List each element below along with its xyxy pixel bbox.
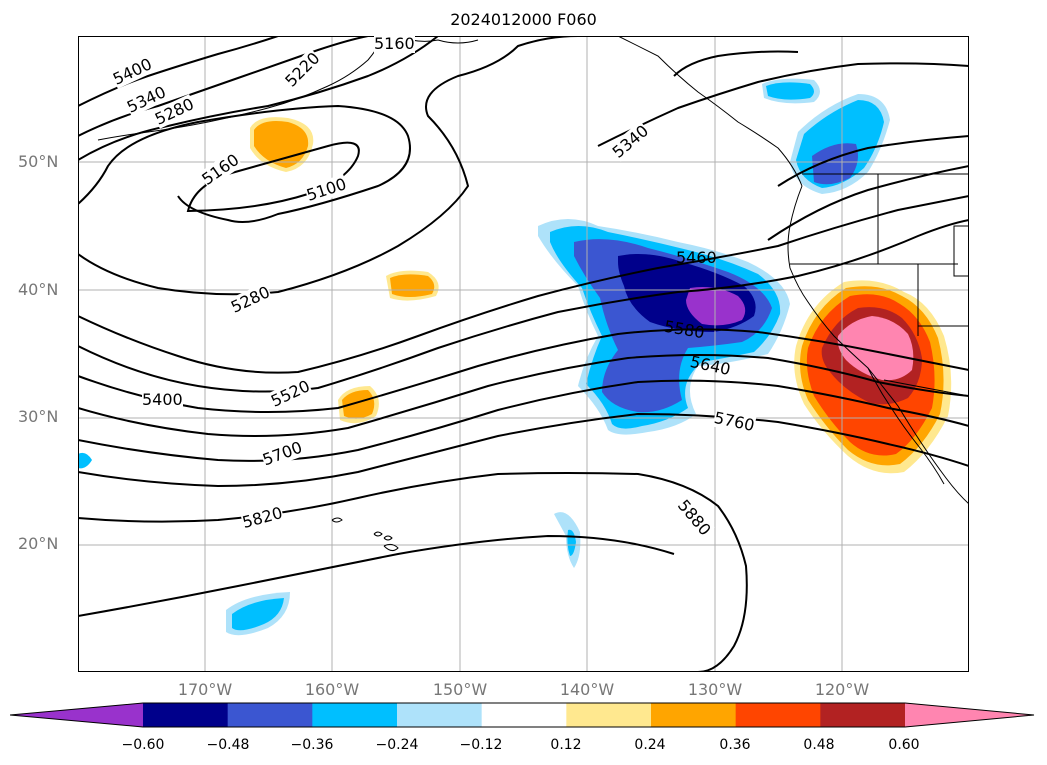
map-panel xyxy=(78,36,969,672)
contour-line xyxy=(78,219,969,393)
colorbar-bin xyxy=(312,703,398,727)
colorbar-tick-label: −0.24 xyxy=(375,737,419,753)
colorbar-bin xyxy=(735,703,821,727)
positive-anomaly-patch xyxy=(837,316,914,381)
lon-label: 150°W xyxy=(432,680,488,699)
colorbar-bin xyxy=(820,703,906,727)
lon-label: 120°W xyxy=(814,680,870,699)
hawaii-island xyxy=(373,531,383,537)
negative-anomaly-patch xyxy=(78,452,92,469)
colorbar-outline xyxy=(10,702,1035,728)
lon-label: 130°W xyxy=(687,680,743,699)
contour-line xyxy=(78,472,748,672)
lon-label: 160°W xyxy=(304,680,360,699)
state-border xyxy=(953,225,969,277)
contour-line xyxy=(78,36,279,107)
colorbar-bin xyxy=(227,703,313,727)
lon-label: 140°W xyxy=(559,680,615,699)
lat-label: 50°N xyxy=(18,152,59,171)
contour-line xyxy=(78,354,969,437)
contour-line xyxy=(78,412,969,488)
contour-label: 5160 xyxy=(374,34,415,53)
positive-anomaly-patch xyxy=(342,390,375,419)
contour-line xyxy=(767,165,969,241)
contour-label: 5400 xyxy=(142,390,183,409)
contour-line xyxy=(78,36,579,296)
graticule xyxy=(78,36,969,672)
colorbar-bin xyxy=(566,703,652,727)
mexico-border xyxy=(883,379,969,397)
contour-line xyxy=(78,104,411,223)
negative-anomaly-patch xyxy=(766,82,814,100)
colorbar-bin xyxy=(651,703,737,727)
contour-line xyxy=(673,50,799,77)
contour-line xyxy=(597,62,969,147)
alaska-coastline xyxy=(617,36,803,187)
alaska-coastline xyxy=(97,36,385,141)
colorbar-tick-label: 0.60 xyxy=(888,737,920,753)
colorbar-tick-label: 0.24 xyxy=(634,737,666,753)
hawaii-island xyxy=(331,517,343,523)
colorbar-tick-label: −0.60 xyxy=(121,737,165,753)
contour-line xyxy=(78,534,675,617)
hawaii-island xyxy=(383,543,399,552)
lat-label: 20°N xyxy=(18,534,59,553)
colorbar-bin xyxy=(481,703,567,727)
colorbar-tick-label: −0.48 xyxy=(206,737,250,753)
contour-label: 5460 xyxy=(676,248,717,267)
colorbar-tick-label: 0.36 xyxy=(719,737,751,753)
colorbar-bin xyxy=(905,703,1034,727)
colorbar-tick-label: 0.12 xyxy=(550,737,582,753)
shaded-anomaly-fields xyxy=(78,78,952,636)
contour-line xyxy=(78,195,969,374)
west-coast-coastline xyxy=(787,185,969,505)
positive-anomaly-patch xyxy=(390,274,435,297)
colorbar xyxy=(10,702,1035,728)
colorbar-tick-label: −0.36 xyxy=(290,737,334,753)
lat-label: 30°N xyxy=(18,407,59,426)
colorbar-tick-label: −0.12 xyxy=(459,737,503,753)
map-title: 2024012000 F060 xyxy=(450,10,597,29)
baja-coastline xyxy=(867,367,945,485)
coastlines xyxy=(97,36,969,552)
lon-label: 170°W xyxy=(177,680,233,699)
hawaii-island xyxy=(383,535,393,541)
contour-line xyxy=(777,135,969,187)
colorbar-bin xyxy=(143,703,229,727)
colorbar-bin xyxy=(10,703,143,727)
colorbar-bin xyxy=(397,703,483,727)
contour-line xyxy=(78,36,439,161)
lat-label: 40°N xyxy=(18,280,59,299)
contour-line xyxy=(78,379,969,462)
negative-anomaly-patch xyxy=(554,512,581,568)
contour-line xyxy=(78,328,969,413)
negative-anomaly-patch xyxy=(232,598,284,631)
negative-anomaly-patch xyxy=(686,287,746,326)
colorbar-tick-label: 0.48 xyxy=(803,737,835,753)
